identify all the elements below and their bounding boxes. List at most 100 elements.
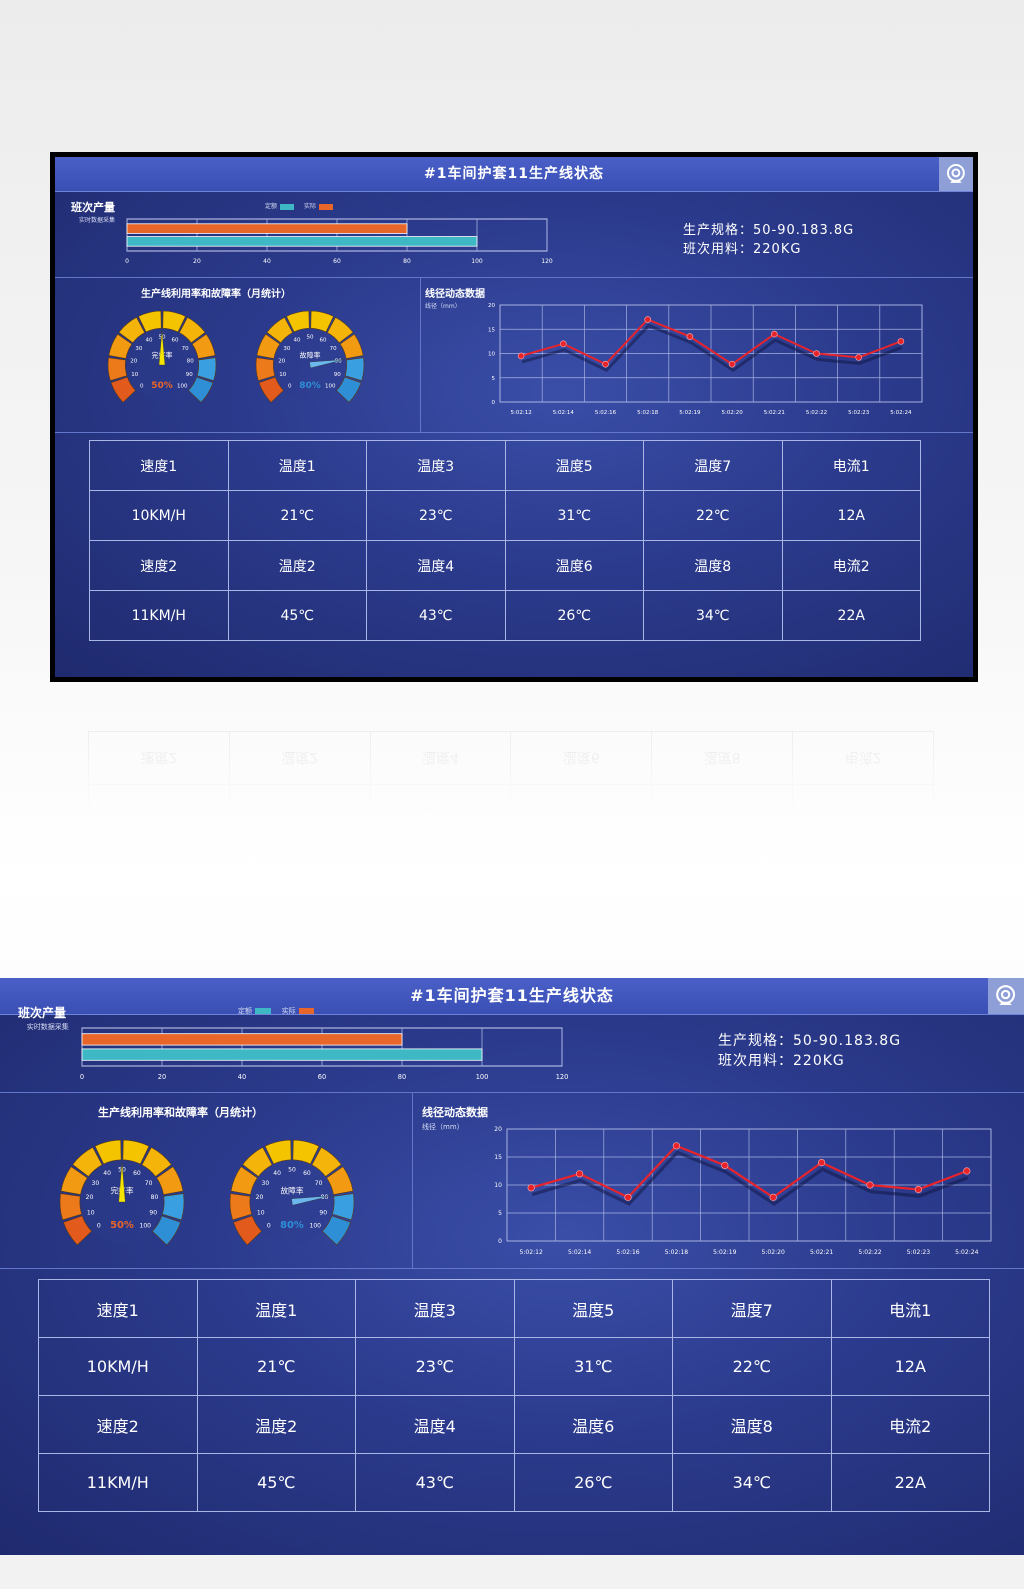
gauge-1: 0102030405060708090100完好率50% (107, 310, 217, 403)
gauge-segment (110, 376, 136, 403)
x-tick-label: 5:02:14 (553, 410, 575, 416)
table-cell: 电流2 (792, 731, 934, 785)
gauge-tick-label: 20 (278, 359, 285, 365)
table-cell: 温度3 (366, 440, 506, 491)
gauge-tick-label: 90 (149, 1209, 157, 1216)
gauge-needle (158, 330, 166, 366)
gauge-tick-label: 0 (288, 383, 292, 389)
legend-actual-swatch (319, 203, 334, 210)
gauge-tick-label: 0 (267, 1222, 271, 1229)
gauge-needle (291, 1195, 332, 1206)
gauge-segment (336, 376, 362, 403)
gauge-segment (339, 333, 364, 359)
legend: 定额 实际 (238, 1006, 315, 1016)
output-tick-label: 80 (403, 258, 411, 265)
gauge-tick-label: 80 (335, 359, 342, 365)
table-cell: 12A (781, 490, 921, 541)
gauge-tick-label: 60 (172, 337, 179, 343)
table-cell: 温度5 (504, 440, 644, 491)
gauge-segment (59, 1193, 83, 1221)
output-tick-label: 20 (158, 1073, 166, 1081)
gauge-segment (60, 1166, 88, 1195)
data-point (644, 316, 651, 323)
gauge-tick-label: 100 (139, 1222, 151, 1229)
table-cell: 43℃ (355, 1453, 515, 1512)
x-tick-label: 5:02:21 (810, 1249, 833, 1256)
gauge-segment (310, 310, 334, 333)
output-tick-label: 40 (263, 258, 271, 265)
gauges-title: 生产线利用率和故障率（月统计） (141, 289, 291, 300)
output-tick-label: 60 (318, 1073, 326, 1081)
gauge-name: 故障率 (280, 1186, 303, 1196)
line-chart-ylabel: 线径（mm） (422, 1122, 464, 1131)
gauge-needle (118, 1161, 126, 1203)
line-chart-title: 线径动态数据 (425, 289, 485, 300)
x-tick-label: 5:02:21 (764, 410, 785, 416)
title-bar: #1车间护套11生产线状态 (0, 978, 1024, 1015)
gauge-tick-label: 30 (283, 346, 290, 352)
data-point (818, 1158, 826, 1167)
table-row: 速度1 温度1 温度3 温度5 温度7 电流1 (89, 440, 921, 491)
data-point (672, 1142, 680, 1150)
page-title: #1车间护套11生产线状态 (410, 986, 614, 1005)
table-row: 速度2 温度2 温度4 温度6 温度8 电流2 (89, 540, 921, 591)
y-tick-label: 10 (494, 1182, 502, 1189)
series-shadow (531, 1150, 969, 1206)
table-cell: 温度8 (672, 1395, 832, 1454)
x-tick-label: 5:02:12 (520, 1249, 543, 1256)
table-row: 速度1 温度1 温度3 温度5 温度7 电流1 (38, 1279, 990, 1338)
gauge-segment (118, 317, 146, 344)
gauge-tick-label: 70 (330, 346, 337, 352)
gauge-segment (264, 1139, 292, 1165)
reflected-table: 11KM/H 45℃ 43℃ 26℃ 34℃ 22A 速度2 温度2 温度4 温度6 温度8 电流2 (88, 731, 934, 838)
table-cell: 温度7 (643, 440, 783, 491)
gauge-segment (138, 310, 162, 333)
table-cell: 45℃ (227, 590, 367, 641)
dashboard-preview: #1车间护套11生产线状态 班次产量 实时数据采集 定额 实际 0 20 40 60 80 100 1… (50, 152, 978, 682)
data-point (517, 352, 525, 360)
gauge-tick-label: 40 (273, 1170, 281, 1177)
table-cell: 温度4 (355, 1395, 515, 1454)
y-tick-label: 5 (492, 376, 496, 382)
line-chart: 0 5 10 15 20 5:02:12 5:02:14 5:02:16 5:02:18 5:02… (494, 1126, 992, 1256)
y-tick-label: 0 (492, 400, 496, 406)
gauge-segment (286, 310, 310, 333)
output-tick-label: 60 (333, 258, 341, 265)
gauge-value-label: 80% (299, 381, 321, 391)
webcam-button[interactable] (939, 157, 973, 191)
gauge-needle (309, 359, 345, 369)
table-row: 速度2 温度2 温度4 温度6 温度8 电流2 (38, 1395, 990, 1454)
gauge-segment (108, 333, 133, 359)
data-point (602, 360, 609, 368)
gauge-segment (230, 1166, 258, 1195)
output-title: 班次产量 (18, 1006, 67, 1020)
gauge-tick-label: 0 (97, 1222, 101, 1229)
webcam-button[interactable] (988, 978, 1024, 1014)
output-tick-label: 120 (541, 258, 553, 265)
gauge-segment (255, 357, 276, 381)
table-cell: 温度7 (672, 1279, 832, 1338)
gauge-segment (229, 1193, 253, 1221)
gauge-segment (256, 333, 281, 359)
planned-bar (126, 236, 478, 247)
table-row: 10KM/H 21℃ 23℃ 31℃ 22℃ 12A (89, 490, 921, 541)
gauge-segment (107, 357, 128, 381)
webcam-icon (996, 985, 1016, 1006)
gauge-tick-label: 30 (262, 1180, 270, 1187)
data-point (721, 1161, 729, 1170)
gauge-tick-label: 100 (309, 1222, 321, 1229)
gauge-tick-label: 40 (145, 337, 152, 343)
output-tick-label: 100 (471, 258, 483, 265)
data-point (769, 1193, 777, 1201)
data-point (686, 333, 694, 340)
x-tick-label: 5:02:16 (595, 410, 617, 416)
x-tick-label: 5:02:24 (955, 1249, 978, 1256)
table-cell: 34℃ (651, 784, 793, 838)
table-cell: 22A (792, 784, 934, 838)
gauge-segment (292, 1139, 320, 1165)
table-cell: 10KM/H (89, 490, 229, 541)
gauge-value-label: 50% (151, 381, 173, 391)
x-tick-label: 5:02:19 (713, 1249, 736, 1256)
gauge-1: 0102030405060708090100完好率50% (59, 1139, 185, 1246)
output-bar-chart: 0 20 40 60 80 100 120 (80, 1027, 568, 1081)
